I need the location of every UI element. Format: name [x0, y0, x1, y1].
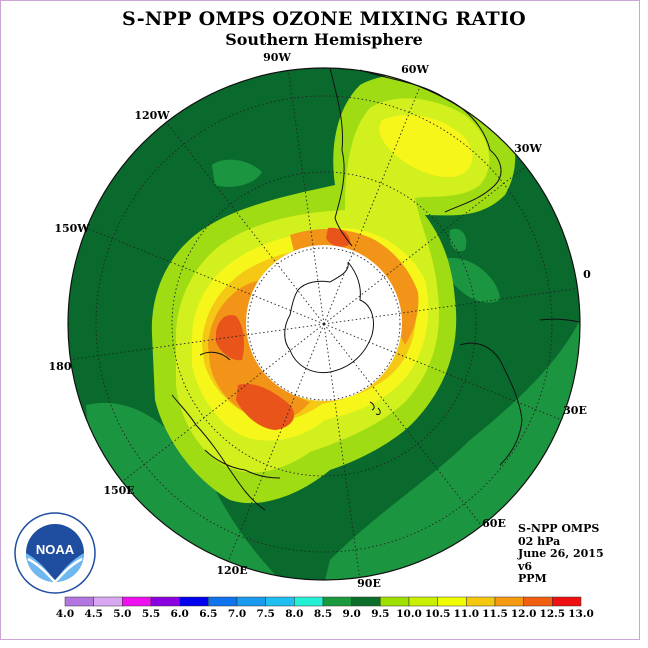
meridian-line — [287, 70, 325, 325]
colorbar-tick-labels: 4.0 4.5 5.0 5.5 6.0 6.5 7.0 7.5 8.0 8.5 9.0 9.5 10.0… — [56, 608, 594, 620]
instrument-label: S-NPP OMPS — [518, 522, 600, 535]
meridian-line — [70, 323, 325, 361]
ozone-contour-8.5 — [212, 159, 262, 187]
dataset-info: S-NPP OMPS 02 hPa June 26, 2015 v6 PPM — [518, 522, 604, 586]
colorbar-tick-label: 9.5 — [371, 608, 389, 620]
coastlines — [171, 67, 581, 511]
longitude-label: 0 — [583, 268, 591, 281]
colorbar-tick-label: 5.5 — [142, 608, 160, 620]
longitude-labels: 90W 60W 30W 0 30E 60E 90E 120E 150E 180 150W 120W — [49, 51, 592, 590]
longitude-label: 60W — [401, 63, 429, 76]
meridian-line — [166, 121, 325, 325]
colorbar-swatch — [408, 596, 438, 607]
ozone-contour-12.0 — [236, 383, 295, 430]
longitude-label: 180 — [49, 360, 72, 373]
map-border — [67, 67, 581, 581]
colorbar-swatch — [64, 596, 94, 607]
colorbar-tick-label: 11.0 — [454, 608, 480, 620]
colorbar-tick-label: 11.5 — [482, 608, 508, 620]
longitude-label: 150W — [54, 222, 90, 235]
longitude-label: 120W — [134, 109, 170, 122]
colorbar-swatch — [236, 596, 266, 607]
colorbar-tick-label: 12.5 — [540, 608, 566, 620]
map-subtitle: Southern Hemisphere — [225, 30, 423, 49]
antarctica-coastline — [284, 261, 374, 374]
colorbar-tick-label: 5.0 — [113, 608, 131, 620]
colorbar-tick-label: 10.5 — [425, 608, 451, 620]
colorbar-swatch — [466, 596, 496, 607]
colorbar-swatch — [265, 596, 295, 607]
colorbar-swatch — [494, 596, 524, 607]
longitude-label: 120E — [216, 564, 247, 577]
colorbar-tick-label: 4.5 — [85, 608, 103, 620]
longitude-label: 60E — [482, 517, 506, 530]
ozone-contour-12.0 — [216, 314, 244, 361]
colorbar-swatches — [64, 596, 582, 607]
colorbar-tick-label: 7.5 — [257, 608, 275, 620]
colorbar-swatch — [208, 596, 238, 607]
colorbar-tick-label: 13.0 — [568, 608, 594, 620]
colorbar-swatch — [179, 596, 209, 607]
colorbar-swatch — [523, 596, 553, 607]
noaa-logo: NOAA — [14, 512, 96, 594]
colorbar-tick-label: 8.0 — [285, 608, 303, 620]
colorbar-swatch — [552, 596, 582, 607]
colorbar-swatch — [351, 596, 381, 607]
colorbar-tick-label: 6.0 — [171, 608, 189, 620]
colorbar-tick-label: 6.5 — [199, 608, 217, 620]
longitude-label: 30E — [563, 404, 587, 417]
meridian-line — [121, 323, 325, 482]
meridian-line — [227, 323, 325, 562]
longitude-label: 90W — [263, 51, 291, 64]
colorbar-tick-label: 12.0 — [511, 608, 537, 620]
colorbar-swatch — [294, 596, 324, 607]
meridian-line — [323, 86, 421, 325]
latitude-circle — [171, 171, 477, 477]
colorbar-swatch — [150, 596, 180, 607]
colorbar-swatch — [93, 596, 123, 607]
longitude-label: 90E — [357, 577, 381, 590]
colorbar-tick-label: 4.0 — [56, 608, 74, 620]
meridian-line — [86, 227, 325, 325]
australasia-coastline — [171, 351, 281, 511]
africa-coastline — [459, 318, 581, 466]
colorbar-tick-label: 7.0 — [228, 608, 246, 620]
meridian-line — [323, 323, 562, 421]
units-label: PPM — [518, 572, 547, 585]
colorbar-tick-label: 10.0 — [396, 608, 422, 620]
noaa-logo-text: NOAA — [36, 542, 75, 557]
ozone-contour-12.0 — [326, 227, 351, 247]
colorbar-tick-label: 8.5 — [314, 608, 332, 620]
colorbar-swatch — [380, 596, 410, 607]
meridian-line — [323, 287, 578, 325]
latitude-circle — [95, 95, 553, 553]
longitude-label: 30W — [514, 142, 542, 155]
colorbar-swatch — [437, 596, 467, 607]
latitude-circle — [247, 247, 401, 401]
meridian-line — [323, 323, 482, 527]
version-label: v6 — [518, 559, 533, 573]
meridian-lines — [70, 70, 578, 578]
pressure-level-label: 02 hPa — [518, 534, 561, 548]
island-coastline — [369, 401, 381, 415]
longitude-label: 150E — [103, 484, 134, 497]
colorbar-tick-label: 9.0 — [343, 608, 361, 620]
meridian-line — [323, 323, 361, 578]
ozone-contour-8.5 — [440, 258, 500, 303]
graticule — [70, 70, 578, 578]
colorbar-swatch — [122, 596, 152, 607]
meridian-line — [323, 166, 527, 325]
map-title: S-NPP OMPS OZONE MIXING RATIO — [121, 8, 527, 30]
date-label: June 26, 2015 — [518, 547, 604, 560]
image-frame — [0, 0, 640, 640]
colorbar-swatch — [322, 596, 352, 607]
